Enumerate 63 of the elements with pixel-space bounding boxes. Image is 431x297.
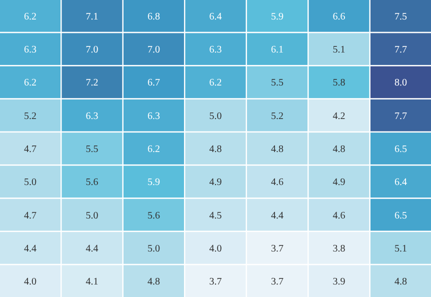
data-label: 8.0 <box>394 78 407 89</box>
data-label: 6.8 <box>148 11 160 22</box>
data-label: 5.0 <box>209 110 222 122</box>
data-label: 5.1 <box>394 243 407 254</box>
data-label: 5.5 <box>271 78 284 89</box>
data-label: 4.7 <box>24 210 37 222</box>
data-label: 6.2 <box>148 144 160 155</box>
data-label: 4.5 <box>209 210 222 222</box>
data-label: 7.7 <box>394 44 407 56</box>
data-label: 3.8 <box>332 243 346 254</box>
data-label: 5.1 <box>332 44 346 56</box>
data-label: 4.0 <box>24 276 37 288</box>
data-label: 7.1 <box>86 11 98 22</box>
data-label: 4.4 <box>24 243 37 254</box>
data-label: 4.8 <box>148 276 160 288</box>
data-label: 3.9 <box>332 276 346 288</box>
data-label: 5.9 <box>271 11 284 22</box>
data-label: 5.2 <box>271 110 284 122</box>
data-label: 3.7 <box>209 276 222 288</box>
data-label: 6.1 <box>271 44 284 56</box>
data-label: 4.6 <box>332 210 346 222</box>
data-label: 7.0 <box>148 44 160 56</box>
data-label: 4.8 <box>332 144 346 155</box>
data-label: 4.1 <box>86 276 98 288</box>
data-label: 5.0 <box>24 177 37 188</box>
data-label: 6.4 <box>394 177 407 188</box>
data-label: 4.9 <box>209 177 222 188</box>
data-label: 6.3 <box>209 44 222 56</box>
data-label: 4.7 <box>24 144 37 155</box>
data-label: 7.2 <box>86 78 98 89</box>
data-label: 5.9 <box>148 177 160 188</box>
data-label: 3.7 <box>271 276 284 288</box>
data-label: 7.7 <box>394 110 407 122</box>
data-label: 4.9 <box>332 177 346 188</box>
data-label: 5.2 <box>24 110 37 122</box>
data-label: 5.0 <box>86 210 98 222</box>
data-label: 4.4 <box>271 210 284 222</box>
data-label: 6.4 <box>209 11 222 22</box>
data-label: 6.2 <box>209 78 222 89</box>
data-label: 4.8 <box>271 144 284 155</box>
data-label: 6.3 <box>148 110 160 122</box>
data-label: 7.0 <box>86 44 98 56</box>
data-label: 4.2 <box>332 110 346 122</box>
data-label: 4.8 <box>394 276 407 288</box>
data-label: 5.6 <box>86 177 98 188</box>
data-label: 6.6 <box>332 11 346 22</box>
data-label: 6.2 <box>24 78 37 89</box>
data-label: 4.6 <box>271 177 284 188</box>
data-label: 7.5 <box>394 11 407 22</box>
data-label: 4.0 <box>209 243 222 254</box>
data-label: 6.7 <box>148 78 160 89</box>
data-label: 6.3 <box>24 44 37 56</box>
data-label: 5.5 <box>86 144 98 155</box>
data-label: 5.6 <box>148 210 160 222</box>
data-label: 5.8 <box>332 78 346 89</box>
data-label: 4.8 <box>209 144 222 155</box>
data-label: 6.5 <box>394 144 407 155</box>
data-label: 6.5 <box>394 210 407 222</box>
data-label: 4.4 <box>86 243 98 254</box>
data-label: 5.0 <box>148 243 160 254</box>
data-label: 6.2 <box>24 11 37 22</box>
data-label: 6.3 <box>86 110 98 122</box>
data-label: 3.7 <box>271 243 284 254</box>
